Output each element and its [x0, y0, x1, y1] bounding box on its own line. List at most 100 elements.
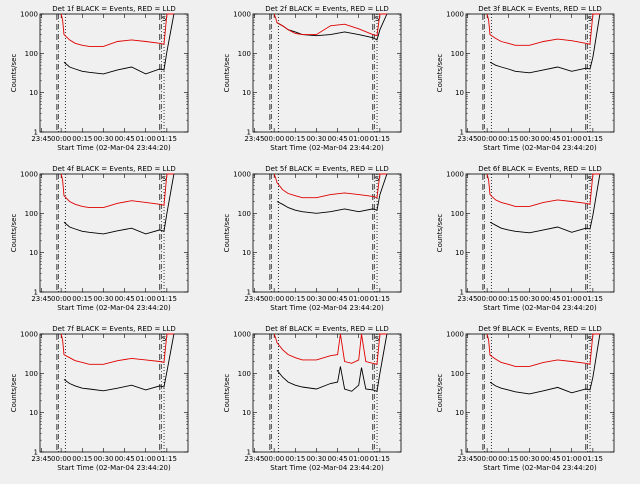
chart-panel: Det 8f BLACK = Events, RED = LLD 1 10 100 10… [223, 325, 402, 472]
lld-series-line [273, 333, 387, 365]
saa-label: S [375, 15, 380, 23]
y-axis-label: Counts/sec [223, 374, 231, 413]
x-tick-label: 00:00 [264, 455, 284, 463]
saa-label: S [588, 335, 593, 343]
saa-label: S [375, 335, 380, 343]
y-tick-label: 1000 [233, 171, 251, 179]
chart-title: Det 5f BLACK = Events, RED = LLD [265, 165, 388, 173]
x-tick-label: 23:45 [244, 135, 264, 143]
x-tick-label: 01:15 [157, 455, 177, 463]
y-tick-label: 100 [25, 50, 38, 58]
y-axis-label: Counts/sec [436, 214, 444, 253]
y-tick-label: 100 [25, 210, 38, 218]
y-axis-label: Counts/sec [223, 54, 231, 93]
x-tick-label: 23:45 [457, 135, 477, 143]
y-tick-label: 10 [242, 409, 251, 417]
x-tick-label: 00:30 [306, 135, 326, 143]
x-tick-label: 00:45 [327, 135, 347, 143]
x-tick-label: 00:30 [306, 455, 326, 463]
x-tick-label: 00:45 [540, 295, 560, 303]
y-tick-label: 10 [29, 89, 38, 97]
saa-label: S [588, 15, 593, 23]
x-tick-label: 00:15 [72, 295, 92, 303]
x-tick-label: 00:15 [285, 295, 305, 303]
x-axis-label: Start Time (02-Mar-04 23:44:20) [483, 144, 597, 152]
chart-panel: Det 9f BLACK = Events, RED = LLD 1 10 100 10… [436, 325, 615, 472]
x-tick-label: 01:00 [562, 455, 582, 463]
chart-title: Det 9f BLACK = Events, RED = LLD [478, 325, 601, 333]
x-tick-label: 00:00 [51, 455, 71, 463]
x-tick-label: 00:30 [93, 295, 113, 303]
x-axis-label: Start Time (02-Mar-04 23:44:20) [57, 144, 171, 152]
lld-series-line [486, 173, 600, 207]
x-tick-label: 00:15 [498, 135, 518, 143]
x-tick-label: 01:15 [157, 295, 177, 303]
x-tick-label: 00:45 [327, 455, 347, 463]
plot-frame [39, 333, 189, 453]
y-tick-label: 10 [242, 249, 251, 257]
y-tick-label: 10 [29, 409, 38, 417]
chart-panel: Det 2f BLACK = Events, RED = LLD 1 10 100 10… [223, 5, 402, 152]
events-series-line [63, 333, 175, 392]
lld-series-line [60, 173, 174, 209]
x-tick-label: 00:30 [306, 295, 326, 303]
lld-series-line [60, 333, 174, 365]
y-tick-label: 100 [238, 210, 251, 218]
x-tick-label: 01:00 [349, 455, 369, 463]
chart-panel: Det 6f BLACK = Events, RED = LLD 1 10 100 10… [436, 165, 615, 312]
x-tick-label: 00:00 [264, 135, 284, 143]
y-tick-label: 100 [25, 370, 38, 378]
x-axis-label: Start Time (02-Mar-04 23:44:20) [270, 304, 384, 312]
y-tick-label: 1 [34, 449, 38, 457]
x-tick-label: 23:45 [457, 295, 477, 303]
x-tick-label: 00:30 [93, 135, 113, 143]
chart-title: Det 6f BLACK = Events, RED = LLD [478, 165, 601, 173]
y-tick-label: 1 [460, 129, 464, 137]
x-tick-label: 01:00 [136, 135, 156, 143]
x-tick-label: 00:45 [327, 295, 347, 303]
y-tick-label: 1 [460, 449, 464, 457]
x-axis-label: Start Time (02-Mar-04 23:44:20) [483, 304, 597, 312]
x-tick-label: 01:00 [136, 295, 156, 303]
x-tick-label: 01:15 [157, 135, 177, 143]
x-tick-label: 23:45 [31, 455, 51, 463]
x-axis-label: Start Time (02-Mar-04 23:44:20) [483, 464, 597, 472]
y-tick-label: 1 [34, 289, 38, 297]
y-axis-label: Counts/sec [10, 374, 18, 413]
x-axis-label: Start Time (02-Mar-04 23:44:20) [57, 304, 171, 312]
y-tick-label: 1000 [446, 331, 464, 339]
saa-label: S [588, 175, 593, 183]
x-tick-label: 00:30 [519, 295, 539, 303]
lld-series-line [60, 13, 174, 47]
events-series-line [276, 173, 388, 214]
events-series-line [489, 333, 601, 395]
x-tick-label: 23:45 [244, 455, 264, 463]
x-tick-label: 00:15 [498, 455, 518, 463]
x-tick-label: 01:00 [349, 295, 369, 303]
plot-frame [465, 173, 615, 293]
x-tick-label: 01:15 [583, 135, 603, 143]
x-tick-label: 01:15 [370, 455, 390, 463]
events-series-line [63, 13, 175, 75]
x-tick-label: 00:30 [93, 455, 113, 463]
y-tick-label: 10 [455, 89, 464, 97]
x-tick-label: 00:45 [540, 455, 560, 463]
y-tick-label: 10 [455, 409, 464, 417]
x-tick-label: 00:00 [477, 455, 497, 463]
plot-frame [252, 173, 402, 293]
x-tick-label: 00:15 [72, 135, 92, 143]
y-axis-label: Counts/sec [223, 214, 231, 253]
x-tick-label: 00:00 [264, 295, 284, 303]
x-tick-label: 00:00 [477, 135, 497, 143]
x-tick-label: 01:00 [349, 135, 369, 143]
chart-panel: Det 7f BLACK = Events, RED = LLD 1 10 100 10… [10, 325, 189, 472]
y-tick-label: 1000 [20, 11, 38, 19]
y-tick-label: 10 [242, 89, 251, 97]
x-tick-label: 00:15 [72, 455, 92, 463]
x-tick-label: 00:30 [519, 135, 539, 143]
chart-title: Det 8f BLACK = Events, RED = LLD [265, 325, 388, 333]
y-tick-label: 1 [247, 129, 251, 137]
y-tick-label: 10 [29, 249, 38, 257]
saa-label: S [162, 175, 167, 183]
